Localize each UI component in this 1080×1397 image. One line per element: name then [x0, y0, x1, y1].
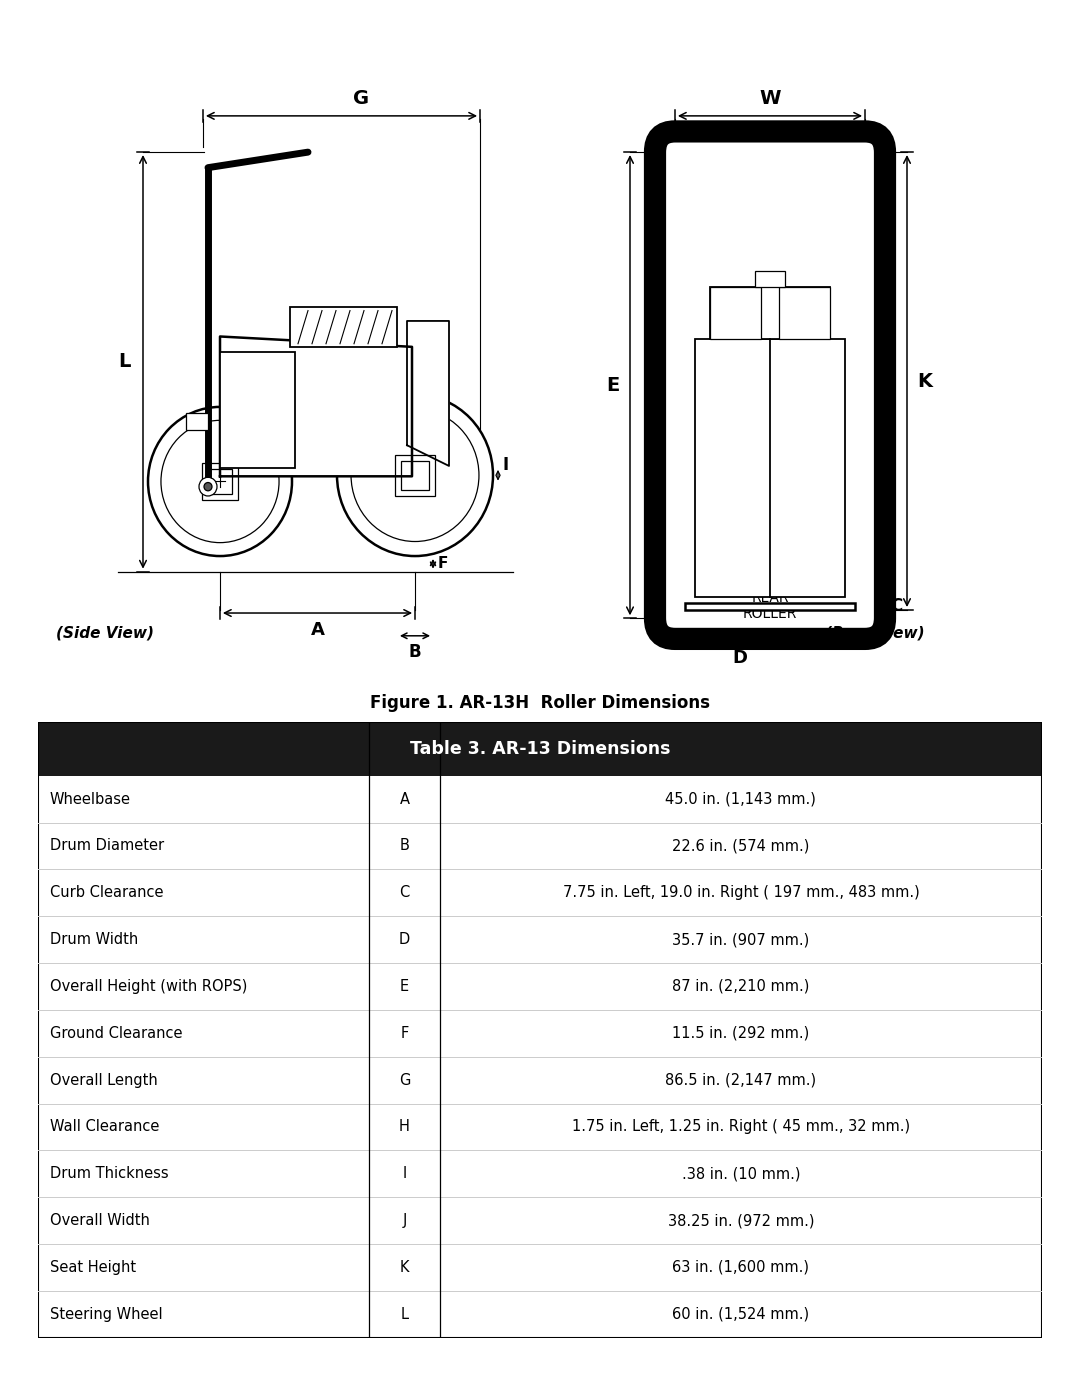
Text: 87 in. (2,210 mm.): 87 in. (2,210 mm.) [672, 979, 810, 993]
Text: C: C [400, 886, 409, 900]
Text: 11.5 in. (292 mm.): 11.5 in. (292 mm.) [672, 1025, 810, 1041]
Bar [685, 602, 855, 610]
Bar [755, 271, 785, 286]
Bar [696, 338, 845, 598]
Text: I: I [503, 455, 509, 474]
Text: K: K [400, 1260, 409, 1275]
Text: Overall Width: Overall Width [50, 1213, 150, 1228]
Text: Figure 1. AR-13H  Roller Dimensions: Figure 1. AR-13H Roller Dimensions [370, 694, 710, 711]
Text: F: F [438, 556, 448, 571]
Text: Drum Diameter: Drum Diameter [50, 838, 164, 854]
FancyBboxPatch shape [654, 131, 885, 638]
Text: G: G [353, 88, 369, 108]
Text: B: B [408, 643, 421, 661]
Text: REAR
ROLLER: REAR ROLLER [743, 591, 797, 622]
Text: Steering Wheel: Steering Wheel [50, 1306, 162, 1322]
Text: (Side View): (Side View) [56, 626, 154, 641]
Bar [202, 462, 238, 500]
Text: J: J [402, 1213, 406, 1228]
Text: F: F [401, 1025, 408, 1041]
Text: I: I [402, 1166, 406, 1182]
Bar [395, 454, 435, 496]
Text: Overall Height (with ROPS): Overall Height (with ROPS) [50, 979, 247, 993]
Text: Table 3. AR-13 Dimensions: Table 3. AR-13 Dimensions [409, 739, 671, 757]
Text: 63 in. (1,600 mm.): 63 in. (1,600 mm.) [673, 1260, 809, 1275]
Text: 35.7 in. (907 mm.): 35.7 in. (907 mm.) [672, 932, 810, 947]
Polygon shape [407, 321, 449, 467]
Text: 45.0 in. (1,143 mm.): 45.0 in. (1,143 mm.) [665, 792, 816, 806]
Bar [220, 352, 295, 468]
Text: Overall Length: Overall Length [50, 1073, 158, 1088]
Text: B: B [400, 838, 409, 854]
Text: A: A [400, 792, 409, 806]
Text: E: E [400, 979, 409, 993]
Text: 1.75 in. Left, 1.25 in. Right ( 45 mm., 32 mm.): 1.75 in. Left, 1.25 in. Right ( 45 mm., … [571, 1119, 910, 1134]
Text: E: E [607, 376, 620, 395]
Circle shape [148, 407, 292, 556]
Text: 22.6 in. (574 mm.): 22.6 in. (574 mm.) [672, 838, 810, 854]
Text: A: A [311, 622, 324, 640]
Text: L: L [401, 1306, 408, 1322]
Bar [186, 414, 208, 430]
Bar [38, 722, 1042, 775]
Circle shape [199, 478, 217, 496]
Text: 60 in. (1,524 mm.): 60 in. (1,524 mm.) [673, 1306, 809, 1322]
Text: 7.75 in. Left, 19.0 in. Right ( 197 mm., 483 mm.): 7.75 in. Left, 19.0 in. Right ( 197 mm.,… [563, 886, 919, 900]
Text: D: D [732, 650, 747, 668]
Text: W: W [759, 88, 781, 108]
Bar [779, 286, 831, 338]
Text: .38 in. (10 mm.): .38 in. (10 mm.) [681, 1166, 800, 1182]
Text: AR13HA-R RIDE-ON ROLLER — DIMENSIONS: AR13HA-R RIDE-ON ROLLER — DIMENSIONS [252, 24, 828, 49]
Text: G: G [399, 1073, 410, 1088]
Bar [401, 461, 429, 490]
Text: L: L [119, 352, 131, 372]
Text: Drum Thickness: Drum Thickness [50, 1166, 168, 1182]
Bar [710, 286, 831, 338]
Polygon shape [220, 337, 411, 476]
Text: 86.5 in. (2,147 mm.): 86.5 in. (2,147 mm.) [665, 1073, 816, 1088]
Text: Drum Width: Drum Width [50, 932, 138, 947]
Text: D: D [399, 932, 410, 947]
Text: Curb Clearance: Curb Clearance [50, 886, 163, 900]
Text: Wheelbase: Wheelbase [50, 792, 131, 806]
Text: (Rear View): (Rear View) [825, 626, 924, 641]
Circle shape [337, 394, 492, 556]
Text: Seat Height: Seat Height [50, 1260, 136, 1275]
Text: 38.25 in. (972 mm.): 38.25 in. (972 mm.) [667, 1213, 814, 1228]
Bar [291, 307, 397, 346]
Text: K: K [917, 372, 932, 391]
Circle shape [204, 482, 212, 490]
Text: H: H [865, 631, 880, 650]
Text: AR13HA-R RIDE-ON TANDEM DRUM ROLLER — OPERATION & PARTS MANUAL — REV. #9  (06/28: AR13HA-R RIDE-ON TANDEM DRUM ROLLER — OP… [156, 1362, 924, 1376]
Text: Wall Clearance: Wall Clearance [50, 1119, 159, 1134]
Bar [208, 469, 232, 495]
Bar [710, 286, 761, 338]
Text: H: H [399, 1119, 409, 1134]
Text: C: C [890, 598, 902, 615]
Text: Ground Clearance: Ground Clearance [50, 1025, 183, 1041]
